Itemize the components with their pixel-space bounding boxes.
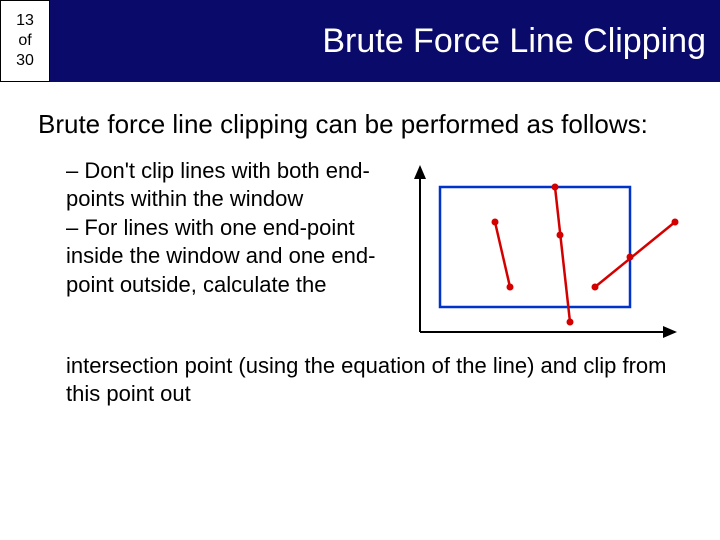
page-of-label: of bbox=[18, 31, 31, 51]
bullet-list: – Don't clip lines with both end-points … bbox=[38, 157, 690, 409]
slide-header: 13 of 30 Brute Force Line Clipping bbox=[0, 0, 720, 82]
intro-text: Brute force line clipping can be perform… bbox=[38, 108, 690, 141]
bullet-2b: intersection point (using the equation o… bbox=[66, 352, 690, 409]
page-total: 30 bbox=[16, 51, 34, 71]
bullet-1: – Don't clip lines with both end-points … bbox=[66, 157, 396, 214]
page-counter: 13 of 30 bbox=[0, 0, 50, 82]
slide-content: Brute force line clipping can be perform… bbox=[0, 82, 720, 409]
slide-title: Brute Force Line Clipping bbox=[50, 22, 720, 61]
page-current: 13 bbox=[16, 11, 34, 31]
bullet-2a: – For lines with one end-point inside th… bbox=[66, 214, 396, 300]
clipping-diagram bbox=[396, 157, 690, 352]
diagram-svg bbox=[400, 157, 685, 347]
